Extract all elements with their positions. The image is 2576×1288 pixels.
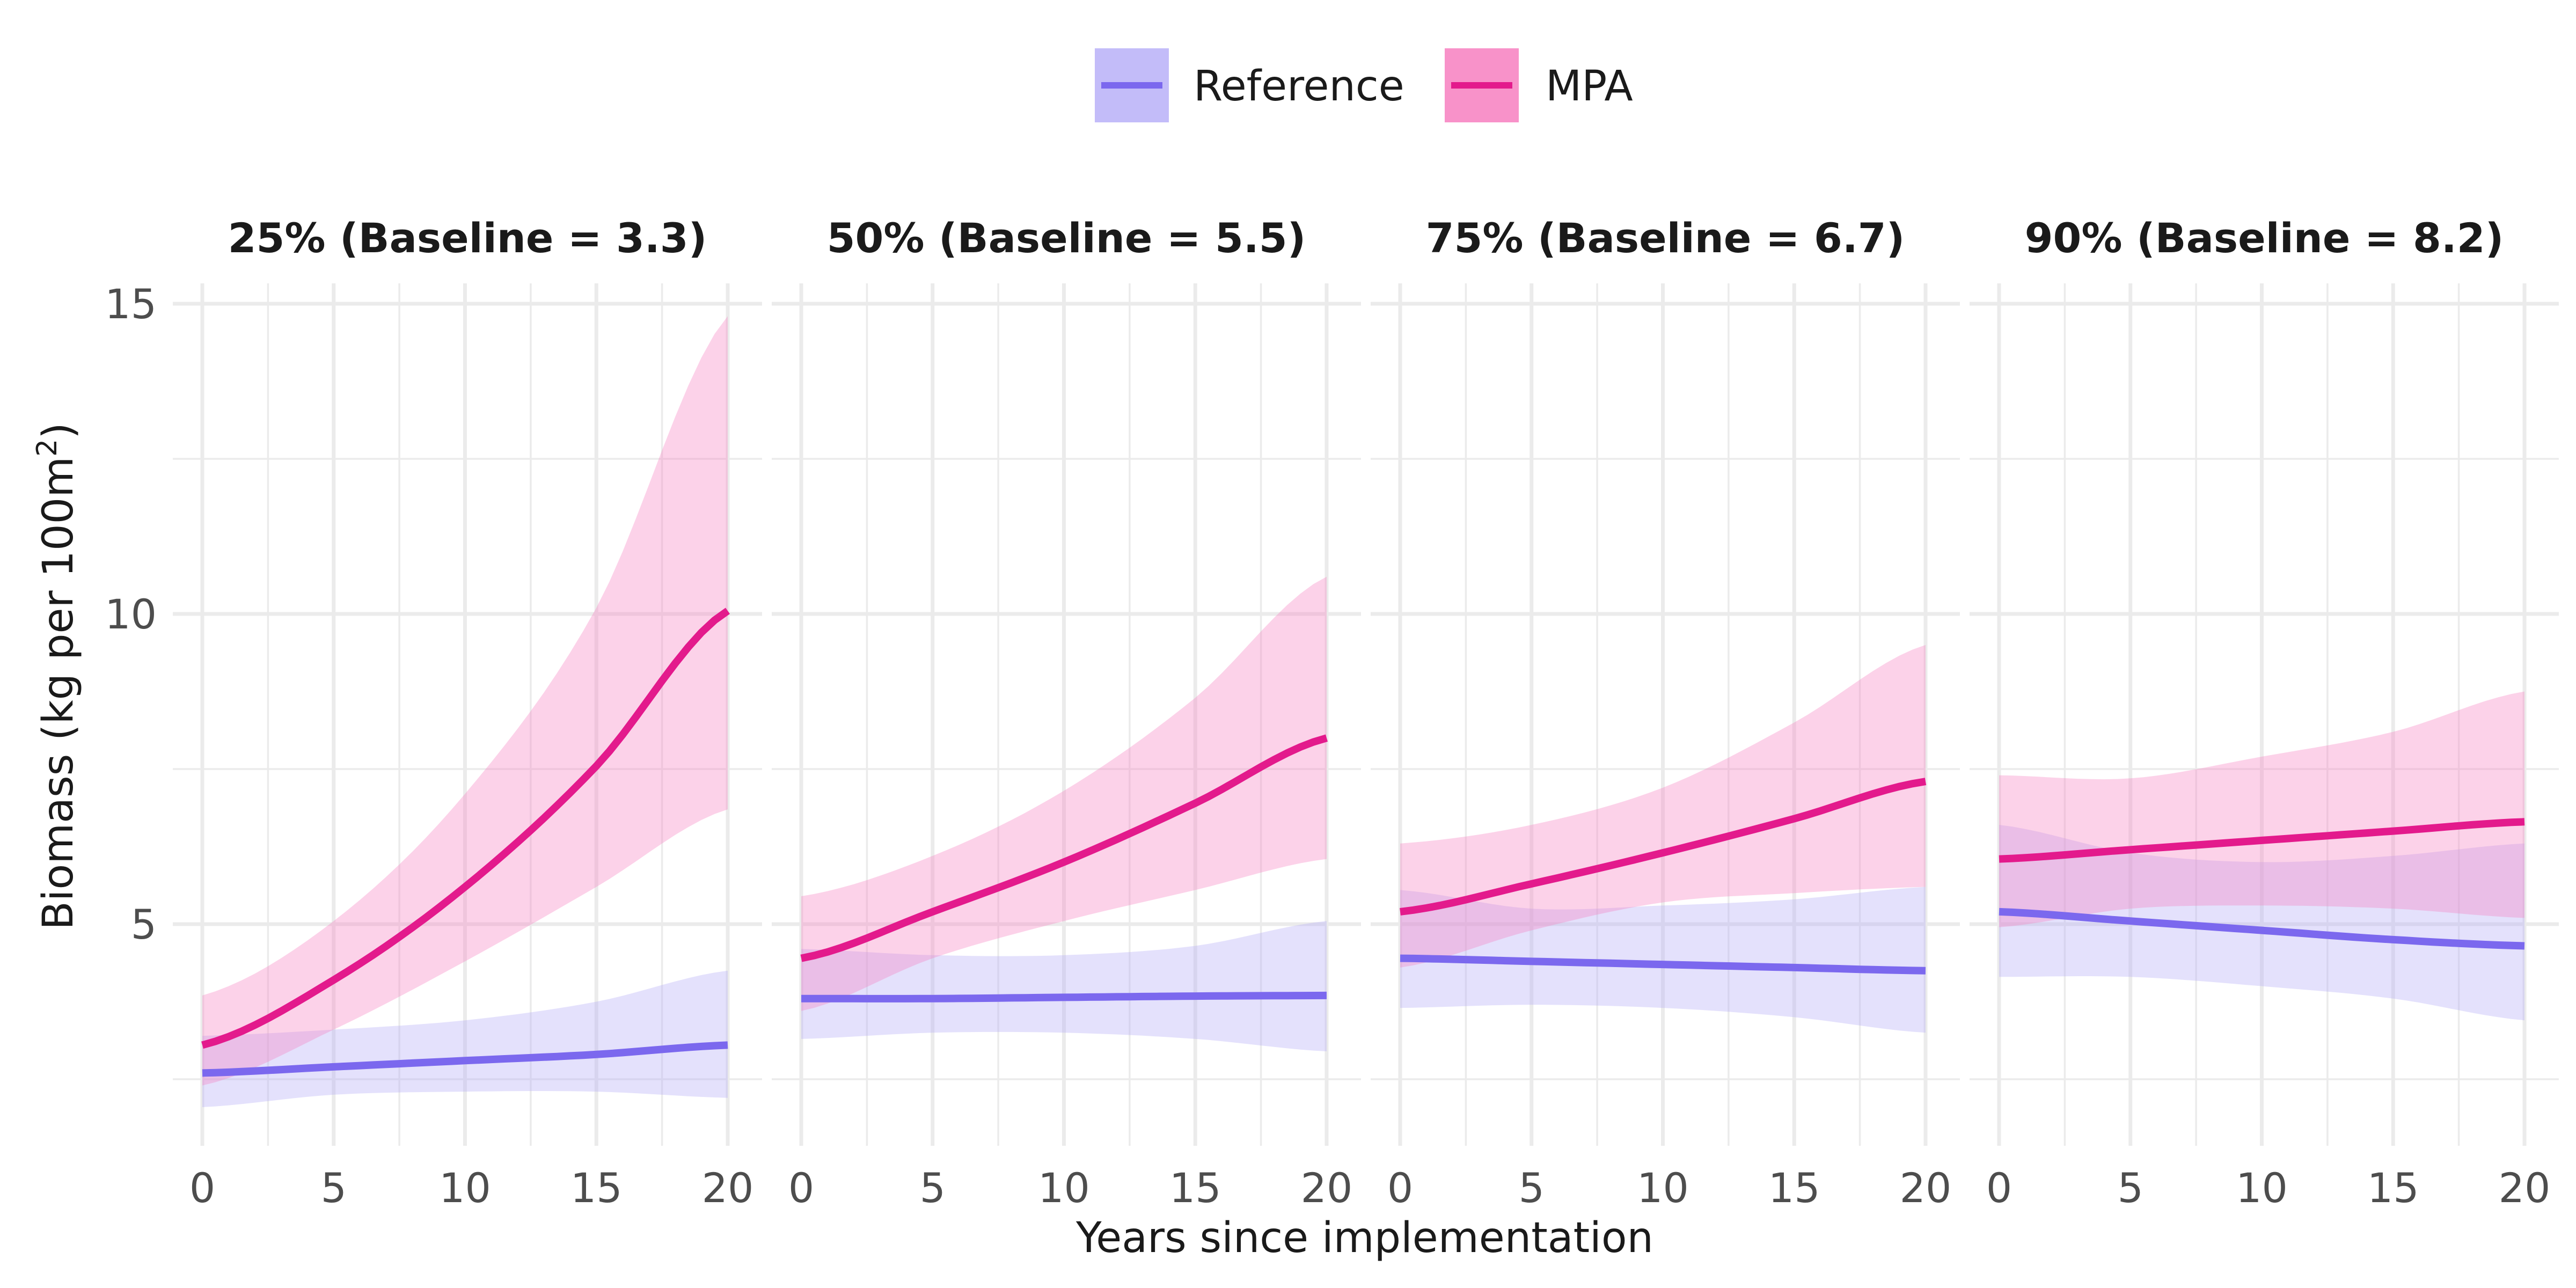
ribbon-mpa [202,316,728,1086]
series-line-mpa [1999,818,2525,863]
facet-panel-1 [772,283,1361,1146]
x-tick-label: 15 [1768,1164,1820,1212]
legend: Reference MPA [1095,48,1633,122]
x-tick-label: 15 [2367,1164,2419,1212]
x-tick-label: 20 [1301,1164,1353,1212]
legend-label-mpa: MPA [1546,62,1633,111]
x-tick-label: 20 [2499,1164,2551,1212]
x-tick-label: 15 [570,1164,623,1212]
facet-title-25: 25% (Baseline = 3.3) [228,214,707,262]
series-line-mpa [201,608,730,1049]
ribbon-reference [1400,887,1926,1033]
legend-item-reference: Reference [1095,48,1404,122]
y-tick-label: 15 [105,280,157,328]
series-line-reference [202,1041,728,1077]
x-tick-label: 10 [2236,1164,2288,1212]
x-tick-label: 15 [1169,1164,1221,1212]
series-line-mpa [800,734,1328,962]
ribbon-mpa [1999,691,2524,927]
facet-panel-2 [1371,283,1960,1146]
x-tick-label: 10 [439,1164,491,1212]
x-tick-label: 5 [920,1164,946,1212]
x-tick-label: 5 [2118,1164,2143,1212]
x-tick-label: 0 [189,1164,215,1212]
ribbon-reference [202,970,728,1107]
series-line-reference [1400,954,1926,975]
facet-title-50: 50% (Baseline = 5.5) [827,214,1306,262]
facet-title-90: 90% (Baseline = 8.2) [2025,214,2504,262]
x-tick-label: 10 [1038,1164,1090,1212]
x-tick-label: 0 [1387,1164,1413,1212]
x-tick-label: 5 [1519,1164,1545,1212]
x-tick-label: 0 [788,1164,814,1212]
ribbon-mpa [801,576,1327,1011]
ribbon-reference [801,921,1327,1051]
facet-panel-0 [173,283,762,1146]
y-axis-title: Biomass (kg per 100m2) [31,422,83,930]
y-axis-title-superscript: 2 [31,439,63,457]
y-axis-tick-labels: 5 10 15 [105,280,157,948]
y-axis-title-close: ) [34,422,83,438]
series-line-reference [1999,908,2525,950]
x-axis-title: Years since implementation [1075,1214,1653,1262]
x-tick-label: 20 [702,1164,754,1212]
facet-panel-3 [1970,283,2559,1146]
series-line-mpa [1400,778,1927,916]
ribbon-reference [1999,825,2524,1021]
facet-panels [173,283,2559,1146]
facet-title-75: 75% (Baseline = 6.7) [1426,214,1905,262]
y-axis-title-main: Biomass (kg per 100m [34,457,83,930]
x-tick-label: 5 [321,1164,347,1212]
x-tick-label: 0 [1986,1164,2012,1212]
legend-item-mpa: MPA [1445,48,1633,122]
series-line-reference [801,991,1327,1002]
y-tick-label: 10 [105,590,157,638]
legend-label-reference: Reference [1194,62,1404,111]
x-axis-tick-labels: 0 5 10 15 20 0 5 10 15 20 0 5 10 15 20 0 5 10 15 20 [189,1164,2551,1212]
x-tick-label: 20 [1900,1164,1952,1212]
y-tick-label: 5 [131,901,157,948]
x-tick-label: 10 [1637,1164,1689,1212]
